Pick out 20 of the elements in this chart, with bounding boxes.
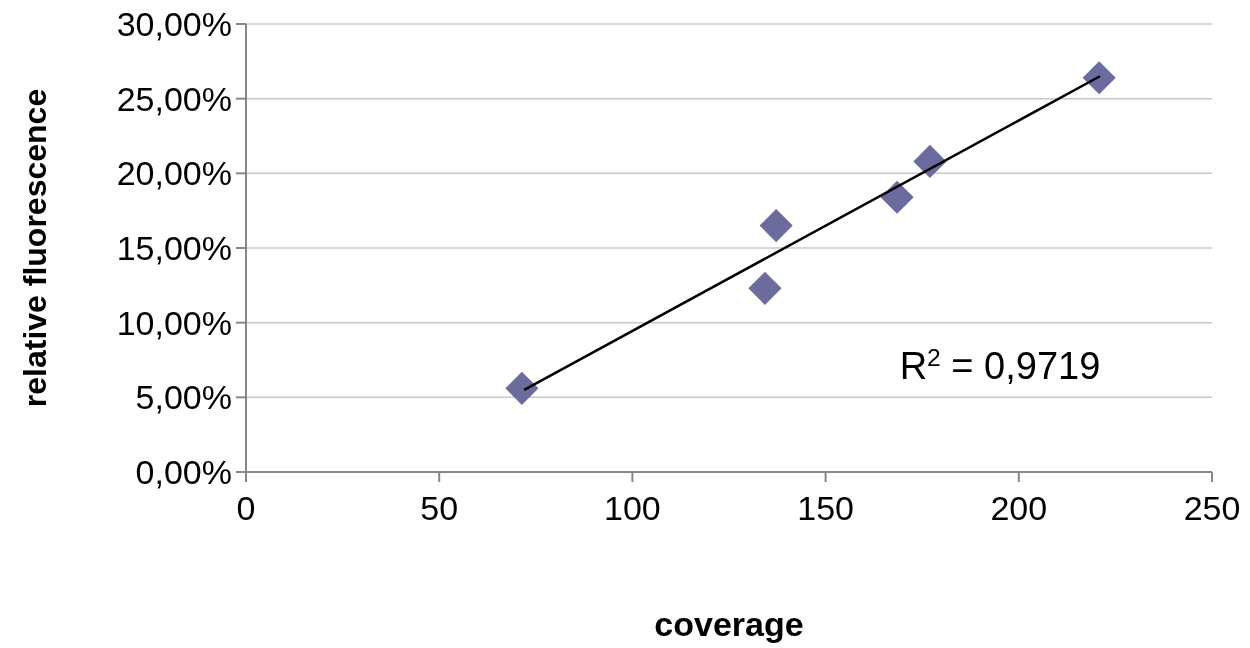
x-axis-title: coverage bbox=[654, 605, 804, 643]
x-tick-label: 0 bbox=[236, 489, 256, 527]
y-tick-label: 20,00% bbox=[116, 154, 232, 193]
y-tick-label: 15,00% bbox=[116, 228, 232, 267]
point bbox=[748, 271, 782, 305]
y-tick-label: 30,00% bbox=[116, 4, 232, 43]
x-tick-label: 150 bbox=[797, 489, 854, 527]
x-tick-label: 200 bbox=[990, 489, 1048, 527]
y-tick-label: 25,00% bbox=[116, 79, 232, 118]
point bbox=[1082, 61, 1116, 95]
y-tick-label: 10,00% bbox=[116, 303, 232, 342]
x-tick-label: 100 bbox=[604, 489, 661, 527]
y-tick-label: 5,00% bbox=[135, 378, 232, 417]
y-axis-title: relative fluorescence bbox=[17, 88, 53, 408]
point bbox=[505, 371, 539, 405]
annotation: R$^{2}$ = 0,9719 bbox=[899, 343, 1101, 387]
y-tick-label: 0,00% bbox=[135, 452, 232, 491]
x-tick-label: 50 bbox=[420, 489, 459, 527]
x-tick-label: 250 bbox=[1183, 489, 1241, 527]
point bbox=[759, 209, 793, 243]
